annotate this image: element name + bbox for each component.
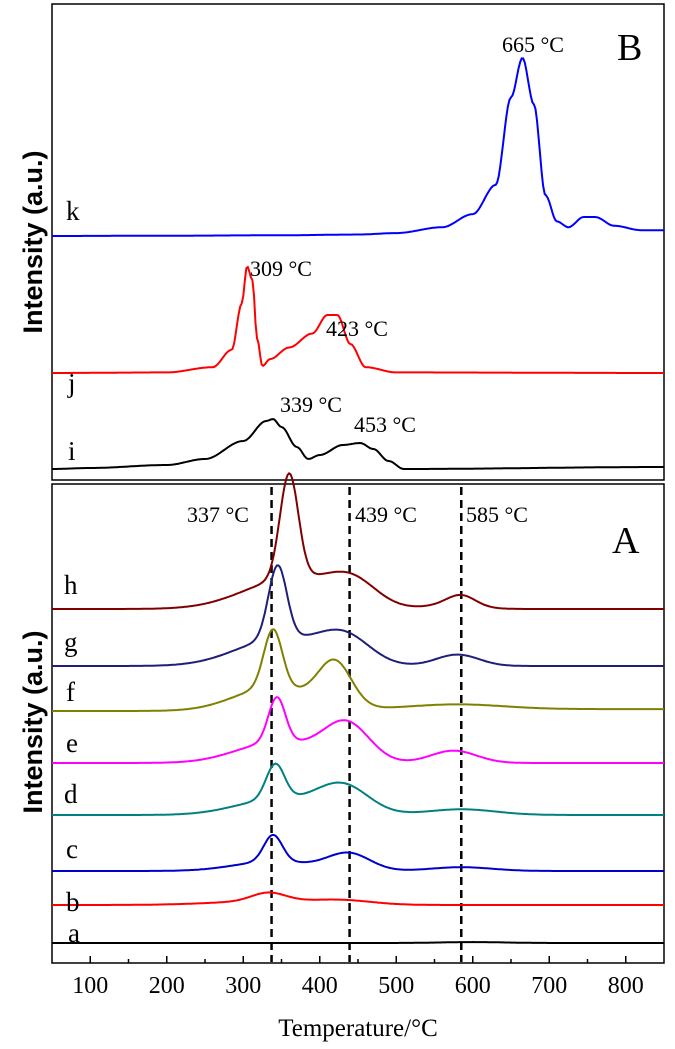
series-line-h [52,471,664,610]
series-label-e: e [66,728,78,758]
series-label-h: h [64,570,78,600]
panel-b-frame [51,3,665,481]
series-label-c: c [66,834,78,864]
series-label-i: i [68,436,76,466]
series-label-g: g [64,627,78,657]
series-line-a [52,940,664,944]
x-tick-label-200: 200 [149,973,185,999]
x-tick-label-800: 800 [608,973,644,999]
annotation-309: 309 °C [250,256,312,281]
series-line-j [52,265,664,374]
panel-a-label: A [612,520,640,562]
annotation-337: 337 °C [187,502,249,527]
series-line-g [52,564,664,667]
panel-b-label: B [617,27,642,69]
panel-a-frame [51,483,665,964]
x-tick-label-700: 700 [531,973,567,999]
annotation-423: 423 °C [326,316,388,341]
x-tick-label-100: 100 [72,973,108,999]
x-ticks [89,956,627,963]
series-line-b [52,891,664,906]
panel-b-series [52,57,664,470]
x-tick-label-400: 400 [302,973,338,999]
annotation-585: 585 °C [466,502,528,527]
annotation-339: 339 °C [280,392,342,417]
series-line-e [52,695,664,764]
x-tick-label-600: 600 [455,973,491,999]
annotation-665: 665 °C [502,32,564,57]
panel-a-series [52,471,664,944]
series-label-f: f [66,677,75,707]
panel-b-y-axis-title: Intensity (a.u.) [18,150,48,333]
series-label-j: j [67,368,76,398]
x-axis-title: Temperature/°C [278,1015,438,1042]
series-label-b: b [66,887,80,917]
series-line-c [52,834,664,872]
series-line-k [52,57,664,237]
reference-lines [270,487,463,962]
series-line-d [52,762,664,816]
series-label-d: d [64,779,78,809]
annotation-453: 453 °C [354,412,416,437]
x-tick-label-500: 500 [378,973,414,999]
series-label-k: k [66,196,80,226]
series-label-a: a [68,918,80,948]
series-line-f [52,628,664,712]
panel-a-y-axis-title: Intensity (a.u.) [18,630,48,813]
annotation-439: 439 °C [355,502,417,527]
x-tick-label-300: 300 [225,973,261,999]
series-line-i [52,418,664,470]
